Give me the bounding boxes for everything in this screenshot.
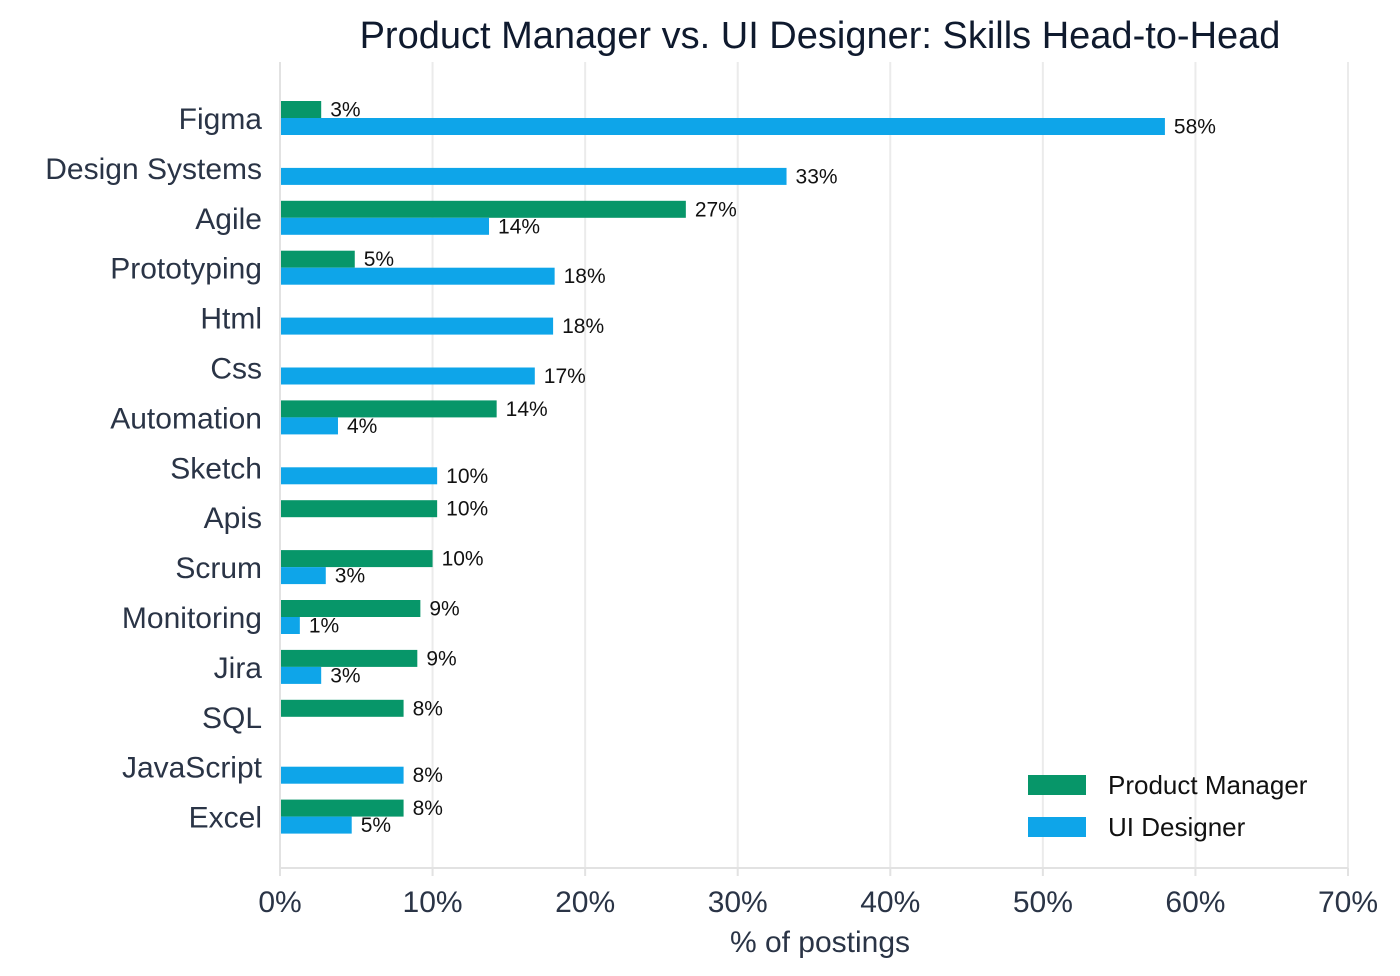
x-axis-title: % of postings	[730, 926, 910, 959]
category-label-html: Html	[200, 303, 262, 336]
value-label-product-manager-prototyping: 5%	[364, 248, 394, 271]
value-label-ui-designer-scrum: 3%	[335, 565, 365, 588]
category-label-css: Css	[210, 353, 262, 386]
bar-ui-designer-javascript	[281, 766, 404, 784]
bar-product-manager-figma	[281, 101, 322, 118]
bar-ui-designer-figma	[281, 118, 1165, 135]
bar-product-manager-sql	[281, 699, 404, 717]
bar-product-manager-jira	[281, 649, 418, 667]
value-label-product-manager-monitoring: 9%	[429, 598, 459, 621]
x-tick-label-60: 60%	[1165, 886, 1225, 919]
value-label-product-manager-agile: 27%	[695, 198, 737, 221]
bar-ui-designer-sketch	[281, 467, 438, 485]
value-label-ui-designer-automation: 4%	[347, 415, 377, 438]
bar-ui-designer-prototyping	[281, 267, 555, 285]
legend-swatch-product-manager	[1028, 775, 1086, 795]
category-label-agile: Agile	[195, 203, 262, 236]
legend: Product Manager UI Designer	[1028, 770, 1308, 842]
bar-ui-designer-monitoring	[281, 617, 300, 634]
bar-ui-designer-scrum	[281, 567, 326, 585]
bar-ui-designer-design-systems	[281, 167, 787, 185]
value-label-ui-designer-jira: 3%	[330, 664, 360, 687]
gridlines	[279, 62, 1349, 876]
category-label-scrum: Scrum	[175, 552, 262, 585]
value-label-product-manager-excel: 8%	[413, 797, 443, 820]
legend-label-ui-designer: UI Designer	[1108, 812, 1246, 842]
value-label-product-manager-figma: 3%	[330, 99, 360, 122]
bar-product-manager-agile	[281, 200, 686, 218]
value-label-product-manager-apis: 10%	[446, 498, 488, 521]
value-label-ui-designer-prototyping: 18%	[564, 265, 606, 288]
category-label-prototyping: Prototyping	[110, 253, 262, 286]
value-label-ui-designer-figma: 58%	[1174, 116, 1216, 139]
category-label-javascript: JavaScript	[122, 752, 263, 785]
bar-product-manager-apis	[281, 500, 438, 518]
x-tick-label-10: 10%	[403, 886, 463, 919]
category-label-automation: Automation	[110, 402, 262, 435]
value-label-ui-designer-javascript: 8%	[413, 764, 443, 787]
value-label-ui-designer-excel: 5%	[361, 814, 391, 837]
bar-product-manager-scrum	[281, 550, 433, 568]
bar-product-manager-excel	[281, 799, 404, 817]
bar-ui-designer-automation	[281, 417, 338, 435]
bars	[281, 101, 1165, 834]
category-labels: Figma Design Systems Agile Prototyping Html C…	[45, 103, 262, 835]
value-label-ui-designer-monitoring: 1%	[309, 615, 339, 638]
x-tick-label-20: 20%	[555, 886, 615, 919]
bar-ui-designer-agile	[281, 217, 490, 235]
value-label-ui-designer-sketch: 10%	[446, 465, 488, 488]
category-label-monitoring: Monitoring	[122, 602, 262, 635]
category-label-sql: SQL	[202, 702, 262, 735]
category-label-sketch: Sketch	[170, 452, 262, 485]
bar-product-manager-monitoring	[281, 600, 421, 617]
category-label-design-systems: Design Systems	[45, 153, 262, 186]
x-tick-label-70: 70%	[1318, 886, 1378, 919]
legend-label-product-manager: Product Manager	[1108, 770, 1308, 800]
value-label-ui-designer-css: 17%	[544, 365, 586, 388]
category-label-excel: Excel	[189, 802, 262, 835]
bar-ui-designer-excel	[281, 816, 352, 834]
category-label-apis: Apis	[204, 502, 262, 535]
x-tick-label-0: 0%	[258, 886, 301, 919]
x-tick-labels: 0% 10% 20% 30% 40% 50% 60% 70%	[258, 886, 1378, 919]
bar-ui-designer-css	[281, 367, 535, 385]
value-label-product-manager-jira: 9%	[426, 647, 456, 670]
value-label-product-manager-sql: 8%	[413, 697, 443, 720]
category-label-jira: Jira	[214, 652, 263, 685]
bar-product-manager-automation	[281, 400, 497, 418]
legend-swatch-ui-designer	[1028, 817, 1086, 837]
value-label-ui-designer-html: 18%	[562, 315, 604, 338]
x-tick-label-40: 40%	[860, 886, 920, 919]
value-label-product-manager-scrum: 10%	[442, 548, 484, 571]
value-label-ui-designer-design-systems: 33%	[796, 165, 838, 188]
x-tick-label-50: 50%	[1013, 886, 1073, 919]
value-labels: 3% 27% 5% 14% 10% 10% 9% 9% 8% 8% 58% 33% 14% 18% 18% 1…	[309, 99, 1216, 838]
x-tick-label-30: 30%	[708, 886, 768, 919]
bar-ui-designer-jira	[281, 666, 322, 684]
category-label-figma: Figma	[179, 103, 263, 136]
value-label-ui-designer-agile: 14%	[498, 215, 540, 238]
value-label-product-manager-automation: 14%	[506, 398, 548, 421]
bar-product-manager-prototyping	[281, 250, 355, 268]
bar-ui-designer-html	[281, 317, 554, 335]
chart-title: Product Manager vs. UI Designer: Skills …	[360, 15, 1281, 57]
